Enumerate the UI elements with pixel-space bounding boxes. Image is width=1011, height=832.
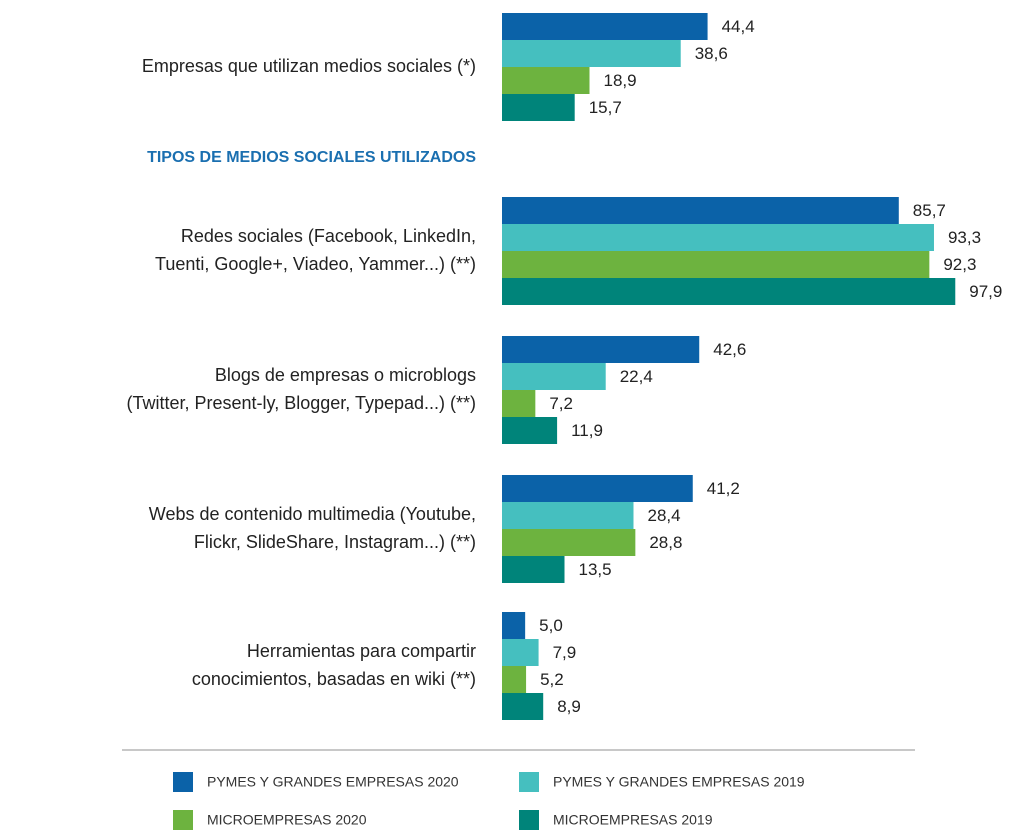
value-label: 85,7 xyxy=(913,201,946,220)
value-label: 41,2 xyxy=(707,479,740,498)
legend-label: MICROEMPRESAS 2019 xyxy=(553,812,713,828)
category-label: Herramientas para compartir conocimientos… xyxy=(192,641,476,689)
value-label: 5,2 xyxy=(540,670,564,689)
bar xyxy=(502,666,527,693)
bar xyxy=(502,693,544,720)
value-label: 7,9 xyxy=(553,643,577,662)
value-label: 18,9 xyxy=(604,71,637,90)
section-heading: TIPOS DE MEDIOS SOCIALES UTILIZADOS xyxy=(147,149,476,166)
value-label: 93,3 xyxy=(948,228,981,247)
value-label: 44,4 xyxy=(722,17,755,36)
bar xyxy=(502,363,606,390)
bar xyxy=(502,197,899,224)
bar xyxy=(502,13,708,40)
bar xyxy=(502,502,634,529)
bar xyxy=(502,417,558,444)
bar xyxy=(502,529,636,556)
bar xyxy=(502,556,565,583)
bar xyxy=(502,475,693,502)
legend-label: PYMES Y GRANDES EMPRESAS 2020 xyxy=(207,774,459,790)
legend-swatch xyxy=(173,772,193,792)
bar xyxy=(502,67,590,94)
value-label: 11,9 xyxy=(571,421,603,440)
value-label: 15,7 xyxy=(589,98,622,117)
value-label: 28,8 xyxy=(649,533,682,552)
bar xyxy=(502,278,956,305)
value-label: 5,0 xyxy=(539,616,563,635)
bar xyxy=(502,94,575,121)
category-label: Empresas que utilizan medios sociales (*… xyxy=(142,56,476,76)
legend-label: MICROEMPRESAS 2020 xyxy=(207,812,367,828)
value-label: 22,4 xyxy=(620,367,653,386)
value-label: 38,6 xyxy=(695,44,728,63)
value-label: 97,9 xyxy=(969,282,1002,301)
bar xyxy=(502,336,700,363)
value-label: 92,3 xyxy=(943,255,976,274)
bar xyxy=(502,224,934,251)
value-label: 42,6 xyxy=(713,340,746,359)
bar xyxy=(502,639,539,666)
category-label: Redes sociales (Facebook, LinkedIn, Tuent… xyxy=(155,226,476,274)
category-label: Blogs de empresas o microblogs (Twitter, … xyxy=(127,365,476,413)
legend-swatch xyxy=(173,810,193,830)
legend-swatch xyxy=(519,772,539,792)
bar xyxy=(502,251,930,278)
value-label: 13,5 xyxy=(579,560,612,579)
legend-swatch xyxy=(519,810,539,830)
value-label: 8,9 xyxy=(557,697,581,716)
legend-label: PYMES Y GRANDES EMPRESAS 2019 xyxy=(553,774,805,790)
bar xyxy=(502,612,526,639)
bar xyxy=(502,40,681,67)
value-label: 28,4 xyxy=(647,506,680,525)
bar xyxy=(502,390,536,417)
category-label: Webs de contenido multimedia (Youtube, Fl… xyxy=(149,504,476,552)
value-label: 7,2 xyxy=(549,394,573,413)
